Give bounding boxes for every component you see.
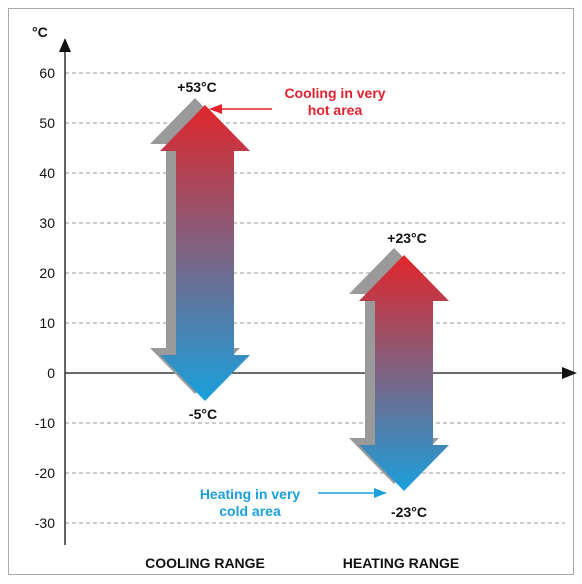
cooling-pointer-arrowhead bbox=[209, 104, 222, 114]
heating-max-label: +23°C bbox=[387, 230, 426, 246]
y-tick-label: 10 bbox=[39, 315, 55, 331]
cooling-annotation-line-2: hot area bbox=[308, 102, 363, 118]
y-tick-label: 20 bbox=[39, 265, 55, 281]
cooling-range-arrow bbox=[150, 98, 250, 401]
y-tick-labels: 60 50 40 30 20 10 0 -10 -20 -30 bbox=[35, 65, 55, 531]
heating-annotation: Heating in very cold area bbox=[200, 486, 387, 519]
y-tick-label: -20 bbox=[35, 465, 55, 481]
chart-frame bbox=[8, 8, 574, 575]
cooling-annotation-line-1: Cooling in very bbox=[284, 85, 385, 101]
y-axis-unit-label: °C bbox=[32, 24, 48, 40]
cooling-max-label: +53°C bbox=[177, 79, 216, 95]
cooling-annotation: Cooling in very hot area bbox=[209, 85, 386, 118]
cooling-min-label: -5°C bbox=[189, 406, 217, 422]
gridlines bbox=[65, 72, 565, 524]
y-tick-label: -30 bbox=[35, 515, 55, 531]
y-tick-label: 0 bbox=[47, 365, 55, 381]
heating-annotation-line-2: cold area bbox=[219, 503, 281, 519]
y-tick-label: 50 bbox=[39, 115, 55, 131]
y-axis-arrowhead bbox=[59, 38, 71, 52]
heating-arrow-body bbox=[359, 255, 449, 491]
heating-range-arrow bbox=[349, 248, 449, 491]
y-tick-label: -10 bbox=[35, 415, 55, 431]
heating-pointer-arrowhead bbox=[374, 488, 387, 498]
cooling-arrow-body bbox=[160, 105, 250, 401]
cooling-range-category-label: COOLING RANGE bbox=[145, 555, 265, 571]
y-tick-label: 60 bbox=[39, 65, 55, 81]
x-axis-arrowhead bbox=[562, 367, 577, 379]
heating-min-label: -23°C bbox=[391, 504, 427, 520]
y-tick-label: 40 bbox=[39, 165, 55, 181]
y-tick-label: 30 bbox=[39, 215, 55, 231]
heating-range-category-label: HEATING RANGE bbox=[343, 555, 459, 571]
heating-annotation-line-1: Heating in very bbox=[200, 486, 301, 502]
